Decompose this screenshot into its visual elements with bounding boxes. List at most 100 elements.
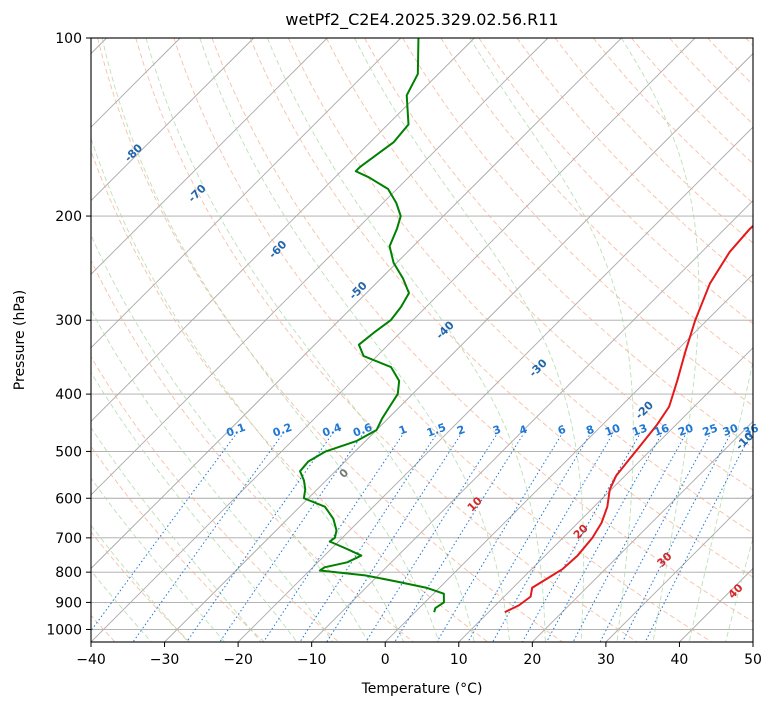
isotherm-line [164,52,753,642]
mixing-ratio-label: 8 [584,423,596,438]
dry-adiabat-line [402,38,753,407]
dry-adiabat-line [516,38,753,284]
mixing-ratio-line [622,435,731,642]
y-tick-label: 600 [55,491,82,507]
mixing-ratio-label: 6 [556,423,568,438]
moist-adiabat-line [620,38,700,642]
isotherm-line [91,38,328,275]
mixing-ratio-label: 36 [742,421,761,439]
moist-adiabat-line [91,477,225,642]
mixing-ratio-label: 0.1 [225,421,248,440]
mixing-ratio-label: 0.2 [271,421,294,440]
mixing-ratio-label: 30 [721,421,740,439]
x-tick-label: −30 [150,652,180,668]
isotherm-line [532,420,753,642]
mixing-ratio-label: 25 [701,421,720,438]
moist-adiabat-line [469,38,634,642]
isotherm-line [311,200,753,642]
dry-adiabat-line [440,38,753,365]
y-tick-label: 900 [55,595,82,611]
moist-adiabat-line [91,569,152,642]
isotherm-line [605,494,753,642]
mixing-ratio-line [394,435,523,642]
mixing-ratio-line [644,435,751,642]
plot-area [91,38,753,642]
isotherm-line [91,38,696,642]
y-tick-label: 200 [55,209,82,225]
x-tick-label: 0 [381,652,390,668]
y-tick-label: 500 [55,444,82,460]
background-lines [91,38,753,642]
mixing-ratio-line [436,435,562,642]
x-tick-label: 20 [523,652,541,668]
mixing-ratio-label: 2 [455,423,467,438]
dry-adiabat-line [211,38,753,623]
mixing-ratio-label: 0.6 [351,421,374,440]
moist-adiabat-line [266,38,546,642]
dry-adiabat-line [135,38,638,642]
mixing-ratio-line [572,435,686,642]
isotherm-line [237,126,753,642]
dry-adiabat-line [364,38,753,449]
y-axis-label: Pressure (hPa) [12,290,28,390]
y-tick-label: 700 [55,531,82,547]
x-tick-label: −40 [76,652,106,668]
mixing-ratio-label: 20 [676,421,695,439]
mixing-ratio-line [326,435,461,642]
axis-ticks: −40 −30 −20 −10 0 10 20 30 40 5010020030040050060… [46,31,762,668]
isotherm-line [91,38,549,496]
profile-lines [299,38,753,614]
x-tick-label: 10 [450,652,468,668]
mixing-ratio-line [219,435,363,642]
isotherm-line [752,641,753,642]
x-tick-label: −10 [297,652,327,668]
mixing-ratio-label: 13 [630,421,649,438]
moist-adiabat-line [145,38,475,642]
y-tick-label: 1000 [46,622,82,638]
x-axis-label: Temperature (°C) [361,681,483,697]
dry-adiabat-line [97,38,563,642]
mixing-ratio-line [467,435,590,642]
x-tick-label: 40 [671,652,689,668]
mixing-ratio-line [522,435,640,642]
dry-adiabat-line [249,38,753,578]
mixing-ratio-line [132,435,282,642]
moist-adiabat-line [91,233,369,642]
isotherm-line [91,38,622,570]
moist-adiabat-line [91,426,262,642]
plot-frame [90,37,754,643]
dry-adiabat-line [287,38,753,534]
x-tick-label: 30 [597,652,615,668]
isotherm-line [384,273,753,642]
mixing-ratio-label: 3 [491,423,503,438]
dry-adiabat-line [91,149,489,642]
isotherm-line [91,38,254,202]
y-tick-label: 400 [55,387,82,403]
x-tick-label: 50 [744,652,762,668]
dry-adiabat-line [91,355,340,642]
dry-adiabat-line [631,38,753,165]
y-tick-label: 300 [55,313,82,329]
moist-adiabat-line [199,38,511,642]
mixing-ratio-line [263,435,403,642]
temperature-profile-line [504,224,753,614]
dry-adiabat-line [91,531,190,642]
mixing-ratio-line [365,435,497,642]
mixing-ratio-line [599,435,710,642]
isotherm-line [91,38,475,422]
dry-adiabat-line [173,38,712,642]
moist-adiabat-line [101,38,440,642]
y-tick-label: 800 [55,565,82,581]
dry-adiabat-line [326,38,753,491]
mixing-ratio-label: 0.4 [321,421,344,440]
moist-adiabat-line [354,38,585,642]
dry-adiabat-line [554,38,753,244]
mixing-ratio-label: 16 [652,421,671,439]
chart-title: wetPf2_C2E4.2025.329.02.56.R11 [285,10,558,30]
moist-adiabat-line [91,371,298,642]
mixing-ratio-label: 4 [517,423,529,438]
isotherm-line [458,347,753,642]
y-tick-label: 100 [55,31,82,47]
